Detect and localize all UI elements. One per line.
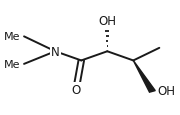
Text: Me: Me [4, 32, 21, 42]
Text: Me: Me [4, 59, 21, 69]
Text: N: N [51, 45, 60, 58]
Text: OH: OH [98, 15, 116, 28]
Text: O: O [71, 83, 81, 96]
Polygon shape [133, 61, 155, 92]
Text: OH: OH [158, 84, 176, 97]
